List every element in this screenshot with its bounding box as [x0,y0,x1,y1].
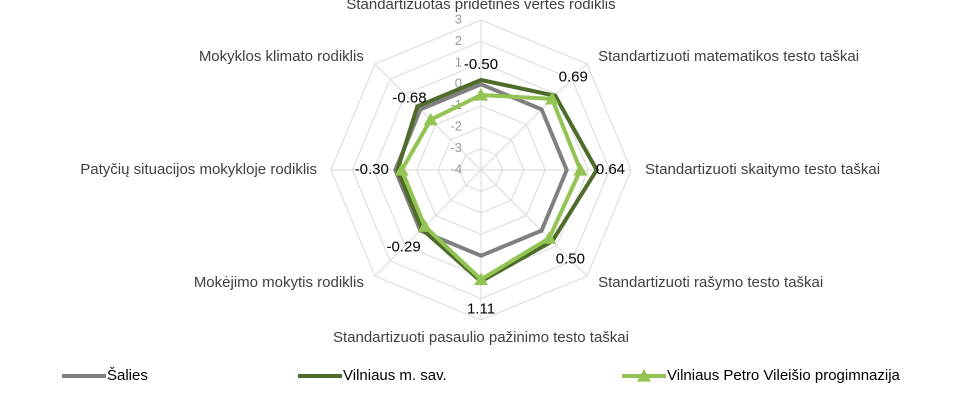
spoke [374,169,482,277]
y-tick-label: 2 [455,33,462,48]
category-label: Mokyklos klimato rodiklis [199,48,364,65]
value-label: -0.29 [386,238,420,255]
value-label: 0.69 [559,69,588,86]
marker [423,112,438,126]
value-label: -0.50 [464,56,498,73]
y-tick-label: 3 [455,11,462,26]
spoke [374,63,482,171]
y-tick-label: -2 [450,119,462,134]
y-tick-label: -1 [450,97,462,112]
legend-label: Vilniaus m. sav. [343,367,447,384]
marker [542,231,557,244]
marker [394,163,409,176]
marker [573,163,588,176]
marker [545,91,560,105]
y-tick-label: 0 [455,76,462,91]
value-label: -0.30 [355,161,389,178]
spoke [480,169,588,277]
y-tick-label: -4 [450,161,462,176]
category-label: Patyčių situacijos mokykloje rodiklis [80,161,317,178]
category-label: Standartizuotas pridėtinės vertės rodikl… [346,0,615,13]
marker [417,219,432,232]
category-label: Standartizuoti pasaulio pažinimo testo t… [333,329,629,346]
value-label: 0.50 [556,250,585,267]
category-label: Standartizuoti matematikos testo taškai [598,48,859,65]
category-label: Mokėjimo mokytis rodiklis [194,274,364,291]
y-tick-label: 1 [455,54,462,69]
legend-label: Vilniaus Petro Vileišio progimnazija [667,367,901,384]
value-label: -0.68 [392,89,426,106]
marker [474,272,488,286]
marker [474,88,488,101]
category-label: Standartizuoti rašymo testo taškai [598,274,823,291]
category-label: Standartizuoti skaitymo testo taškai [645,161,880,178]
legend-label: Šalies [107,367,148,384]
value-label: 1.11 [467,300,495,317]
value-label: 0.64 [596,161,625,178]
legend-marker [637,369,651,382]
spoke [480,63,588,171]
y-tick-label: -3 [450,140,462,155]
